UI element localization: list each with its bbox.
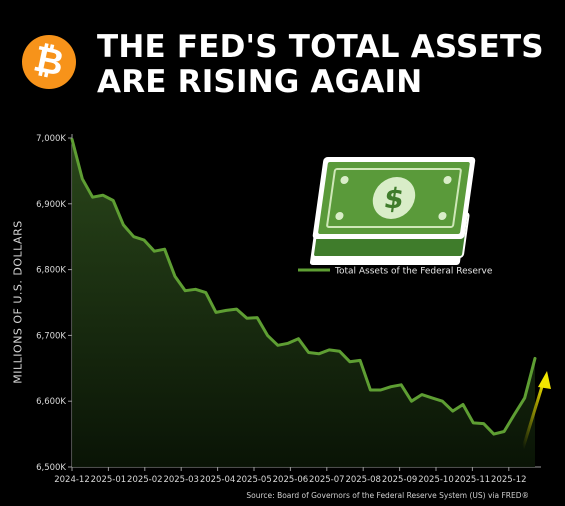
source-note: Source: Board of Governors of the Federa…	[246, 491, 529, 500]
x-tick-label: 2025-07	[309, 475, 345, 485]
x-tick-label: 2024-12	[54, 475, 90, 485]
bitcoin-logo: ₿	[22, 35, 76, 89]
legend-label: Total Assets of the Federal Reserve	[334, 267, 493, 277]
x-tick-label: 2025-10	[418, 475, 454, 485]
y-tick-label: 6,900K	[36, 200, 66, 210]
x-tick-label: 2025-09	[382, 475, 418, 485]
y-axis-label: MILLIONS OF U.S. DOLLARS	[11, 220, 25, 384]
x-tick-label: 2025-01	[91, 475, 127, 485]
page-title: THE FED'S TOTAL ASSETS ARE RISING AGAIN	[97, 30, 557, 100]
y-tick-label: 6,500K	[36, 463, 66, 473]
y-tick-label: 6,800K	[36, 266, 66, 276]
x-tick-label: 2025-03	[163, 475, 199, 485]
area-fill	[72, 139, 535, 468]
x-tick-label: 2025-08	[345, 475, 381, 485]
x-tick-label: 2025-06	[273, 475, 309, 485]
y-tick-label: 7,000K	[36, 134, 66, 144]
series-line-total-assets	[70, 137, 537, 436]
dollar-bill-stack-icon: $	[309, 157, 476, 265]
y-axis-ticks: 6,500K 6,600K 6,700K 6,800K 6,900K 7,000K	[36, 134, 72, 473]
y-tick-label: 6,600K	[36, 397, 66, 407]
x-tick-label: 2025-04	[200, 475, 236, 485]
up-arrow-icon	[521, 371, 551, 450]
y-tick-label: 6,700K	[36, 331, 66, 341]
x-tick-label: 2025-05	[236, 475, 272, 485]
title-line-2: ARE RISING AGAIN	[97, 64, 423, 100]
x-tick-label: 2025-02	[127, 475, 163, 485]
title-line-1: THE FED'S TOTAL ASSETS	[97, 29, 544, 65]
svg-text:$: $	[382, 182, 406, 215]
x-tick-label: 2025-12	[491, 475, 527, 485]
x-tick-label: 2025-11	[455, 475, 491, 485]
x-axis-ticks: 2024-12 2025-01 2025-02 2025-03 2025-04 2025-…	[54, 467, 527, 485]
